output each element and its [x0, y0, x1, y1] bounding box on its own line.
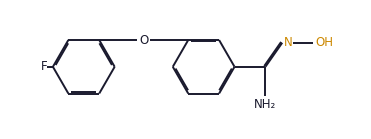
Text: N: N	[284, 36, 293, 49]
Text: OH: OH	[315, 36, 333, 49]
Text: NH₂: NH₂	[254, 98, 276, 111]
Text: O: O	[139, 33, 148, 47]
Text: F: F	[40, 60, 47, 73]
